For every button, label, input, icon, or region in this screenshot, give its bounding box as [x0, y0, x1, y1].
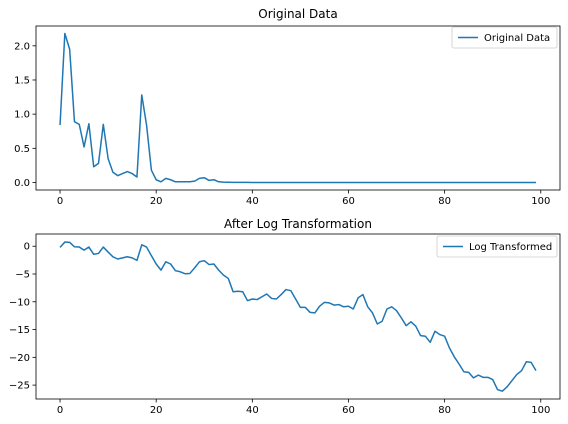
y-tick-label: 0.5: [14, 144, 30, 155]
y-tick-label: 1.5: [14, 75, 30, 86]
y-tick-label: 2.0: [14, 41, 30, 52]
axis-ticks: 0 20 40 60 80 100 0 −5 −10 −15 −20 −25: [9, 242, 550, 416]
legend-label: Log Transformed: [469, 242, 552, 253]
plot-frame: [36, 234, 560, 399]
plot-frame: [36, 26, 560, 190]
x-tick-label: 60: [342, 405, 355, 416]
series-line: [60, 34, 536, 183]
y-tick-label: −10: [9, 297, 30, 308]
original-data-panel: Original Data 0 20 40 60 80 100 0.0 0.5 1.0 1.5 2.…: [14, 7, 560, 207]
x-tick-label: 0: [57, 405, 63, 416]
x-tick-label: 40: [246, 405, 259, 416]
chart-title: After Log Transformation: [224, 217, 372, 231]
legend: Log Transformed: [437, 236, 557, 257]
x-tick-label: 60: [342, 196, 355, 207]
x-tick-label: 20: [150, 405, 163, 416]
x-tick-label: 80: [438, 405, 451, 416]
y-tick-label: −15: [9, 325, 30, 336]
x-tick-label: 40: [246, 196, 259, 207]
legend: Original Data: [452, 27, 557, 48]
y-tick-label: −5: [15, 270, 30, 281]
x-tick-label: 100: [531, 405, 550, 416]
legend-label: Original Data: [484, 33, 550, 44]
series-line: [60, 242, 536, 391]
x-tick-label: 80: [438, 196, 451, 207]
chart-title: Original Data: [258, 7, 337, 21]
x-tick-label: 0: [57, 196, 63, 207]
y-tick-label: 0.0: [14, 178, 30, 189]
log-transformed-panel: After Log Transformation 0 20 40 60 80 100 0 −5…: [9, 217, 560, 416]
series-layer: [60, 34, 536, 183]
series-layer: [60, 242, 536, 391]
y-tick-label: 1.0: [14, 110, 30, 121]
x-tick-label: 20: [150, 196, 163, 207]
x-tick-label: 100: [531, 196, 550, 207]
y-tick-label: −25: [9, 381, 30, 392]
y-tick-label: −20: [9, 353, 30, 364]
y-tick-label: 0: [24, 242, 30, 253]
